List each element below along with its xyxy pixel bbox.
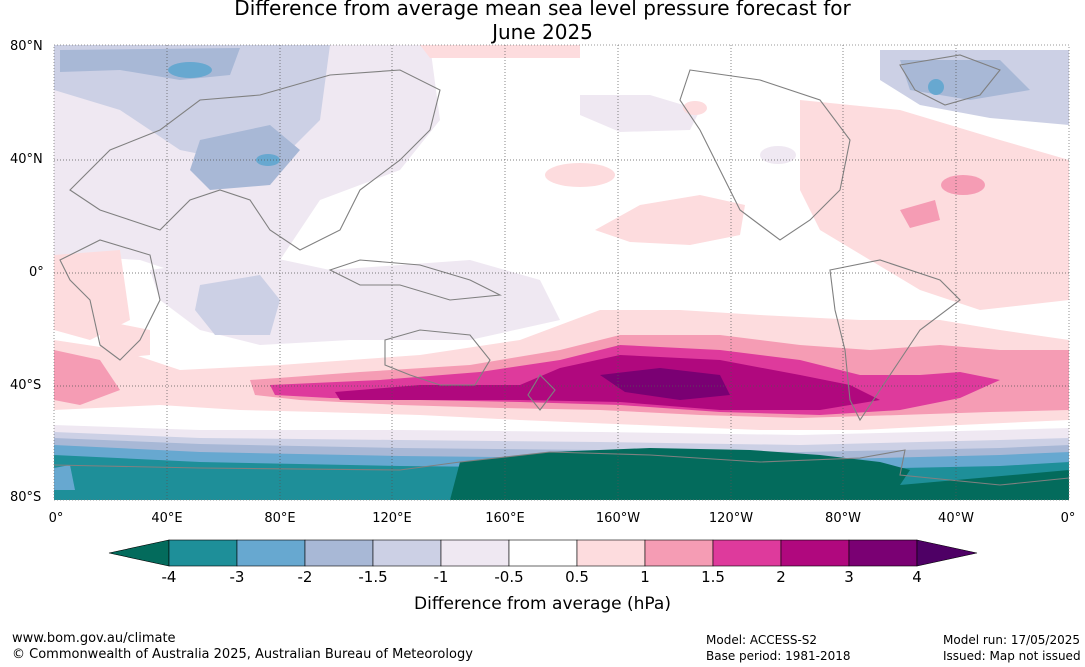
- anomaly-region-southern-band-max: [600, 368, 730, 400]
- base-period: Base period: 1981-2018: [706, 649, 851, 663]
- anomaly-region-atlantic-pink-1: [900, 200, 940, 228]
- anomaly-region-canada: [760, 146, 796, 164]
- issued-status: Issued: Map not issued: [943, 649, 1081, 663]
- pressure-anomaly-map: 80°N 40°N 0° 40°S 80°S 0° 40°E 80°E 120°…: [10, 39, 1075, 526]
- lon-label-120e: 120°E: [372, 511, 412, 526]
- colorbar-segment: [168, 539, 238, 567]
- coast-new-zealand: [527, 374, 556, 411]
- map-title: Difference from average mean sea level p…: [0, 0, 1085, 44]
- coast-australia: [384, 329, 491, 386]
- colorbar-tick-label: 1.5: [701, 568, 725, 586]
- anomaly-region-pacific-pink: [545, 163, 615, 187]
- colorbar-segment: [508, 539, 578, 567]
- anomaly-region-southern-band-purple: [335, 355, 880, 410]
- lon-label-120w: 120°W: [708, 511, 754, 526]
- anomaly-region-greenland-blue: [928, 79, 944, 95]
- colorbar-segment: [712, 539, 782, 567]
- coast-north-america: [679, 69, 851, 241]
- coast-greenland: [899, 54, 1001, 106]
- lon-label-40e: 40°E: [151, 511, 183, 526]
- anomaly-region-atlantic-pink-2: [941, 175, 985, 195]
- lon-label-160e: 160°E: [485, 511, 525, 526]
- colorbar-tick-label: -2: [297, 568, 313, 586]
- model-name: Model: ACCESS-S2: [706, 633, 818, 647]
- colorbar-title: Difference from average (hPa): [414, 594, 671, 614]
- colorbar-tick-label: 3: [844, 568, 854, 586]
- colorbar-tick-label: -1: [433, 568, 449, 586]
- anomaly-region-antarctica-dark: [450, 448, 1069, 500]
- colorbar-segment: [644, 539, 714, 567]
- lon-label-80e: 80°E: [264, 511, 296, 526]
- anomaly-region-central-asia: [190, 125, 300, 190]
- lat-label-80n: 80°N: [10, 39, 43, 54]
- colorbar-tick-label: 2: [776, 568, 786, 586]
- colorbar-tick-label: 4: [912, 568, 922, 586]
- anomaly-region-west-africa: [54, 250, 130, 340]
- colorbar-extend-low: [108, 539, 170, 567]
- coast-south-america: [829, 259, 961, 422]
- lat-label-80s: 80°S: [10, 490, 42, 505]
- coast-africa: [59, 239, 161, 361]
- colorbar-segment: [440, 539, 510, 567]
- colorbar-tick-label: 0.5: [565, 568, 589, 586]
- lon-label-40w: 40°W: [938, 511, 974, 526]
- colorbar-segment: [848, 539, 918, 567]
- colorbar-tick-label: 1: [640, 568, 650, 586]
- lat-label-40n: 40°N: [10, 152, 43, 167]
- colorbar-tick-label: -3: [229, 568, 245, 586]
- lon-label-0-right: 0°: [1060, 511, 1076, 526]
- copyright-text: © Commonwealth of Australia 2025, Austra…: [12, 647, 473, 662]
- coast-eurasia: [69, 69, 441, 251]
- lat-label-40s: 40°S: [10, 378, 42, 393]
- map-title-line1: Difference from average mean sea level p…: [234, 0, 851, 20]
- anomaly-region-alaska-pink: [683, 101, 707, 115]
- coast-antarctica: [54, 449, 1069, 486]
- colorbar-tick-label: -0.5: [494, 568, 524, 586]
- website-link[interactable]: www.bom.gov.au/climate: [12, 631, 176, 646]
- lat-label-0: 0°: [29, 265, 44, 280]
- colorbar-segment: [576, 539, 646, 567]
- anomaly-region-arctic-pink: [420, 45, 580, 58]
- lon-label-80w: 80°W: [825, 511, 861, 526]
- anomaly-region-north-pacific: [595, 195, 745, 245]
- map-title-line2: June 2025: [492, 20, 593, 44]
- map-frame: [53, 44, 1070, 501]
- colorbar-segment: [780, 539, 850, 567]
- colorbar-segment: [304, 539, 374, 567]
- coast-maritime-continent: [328, 259, 502, 301]
- colorbar: [108, 539, 978, 567]
- graticule: [54, 45, 1069, 500]
- anomaly-region-south-atlantic-pink: [54, 350, 120, 405]
- colorbar-tick-label: -1.5: [358, 568, 388, 586]
- colorbar-extend-high: [916, 539, 978, 567]
- anomaly-region-antarctica-blue: [54, 465, 75, 490]
- anomaly-region-alaska: [580, 95, 700, 132]
- colorbar-tick-label: -4: [161, 568, 177, 586]
- coastlines: [54, 54, 1069, 486]
- anomaly-region-indian-ocean: [195, 275, 280, 335]
- map-svg: [53, 44, 1070, 501]
- anomaly-region-arctic-blue: [168, 62, 212, 78]
- colorbar-segment: [236, 539, 306, 567]
- lon-label-160w: 160°W: [595, 511, 641, 526]
- model-run-date: Model run: 17/05/2025: [943, 633, 1081, 647]
- lon-label-0-left: 0°: [48, 511, 64, 526]
- colorbar-segment: [372, 539, 442, 567]
